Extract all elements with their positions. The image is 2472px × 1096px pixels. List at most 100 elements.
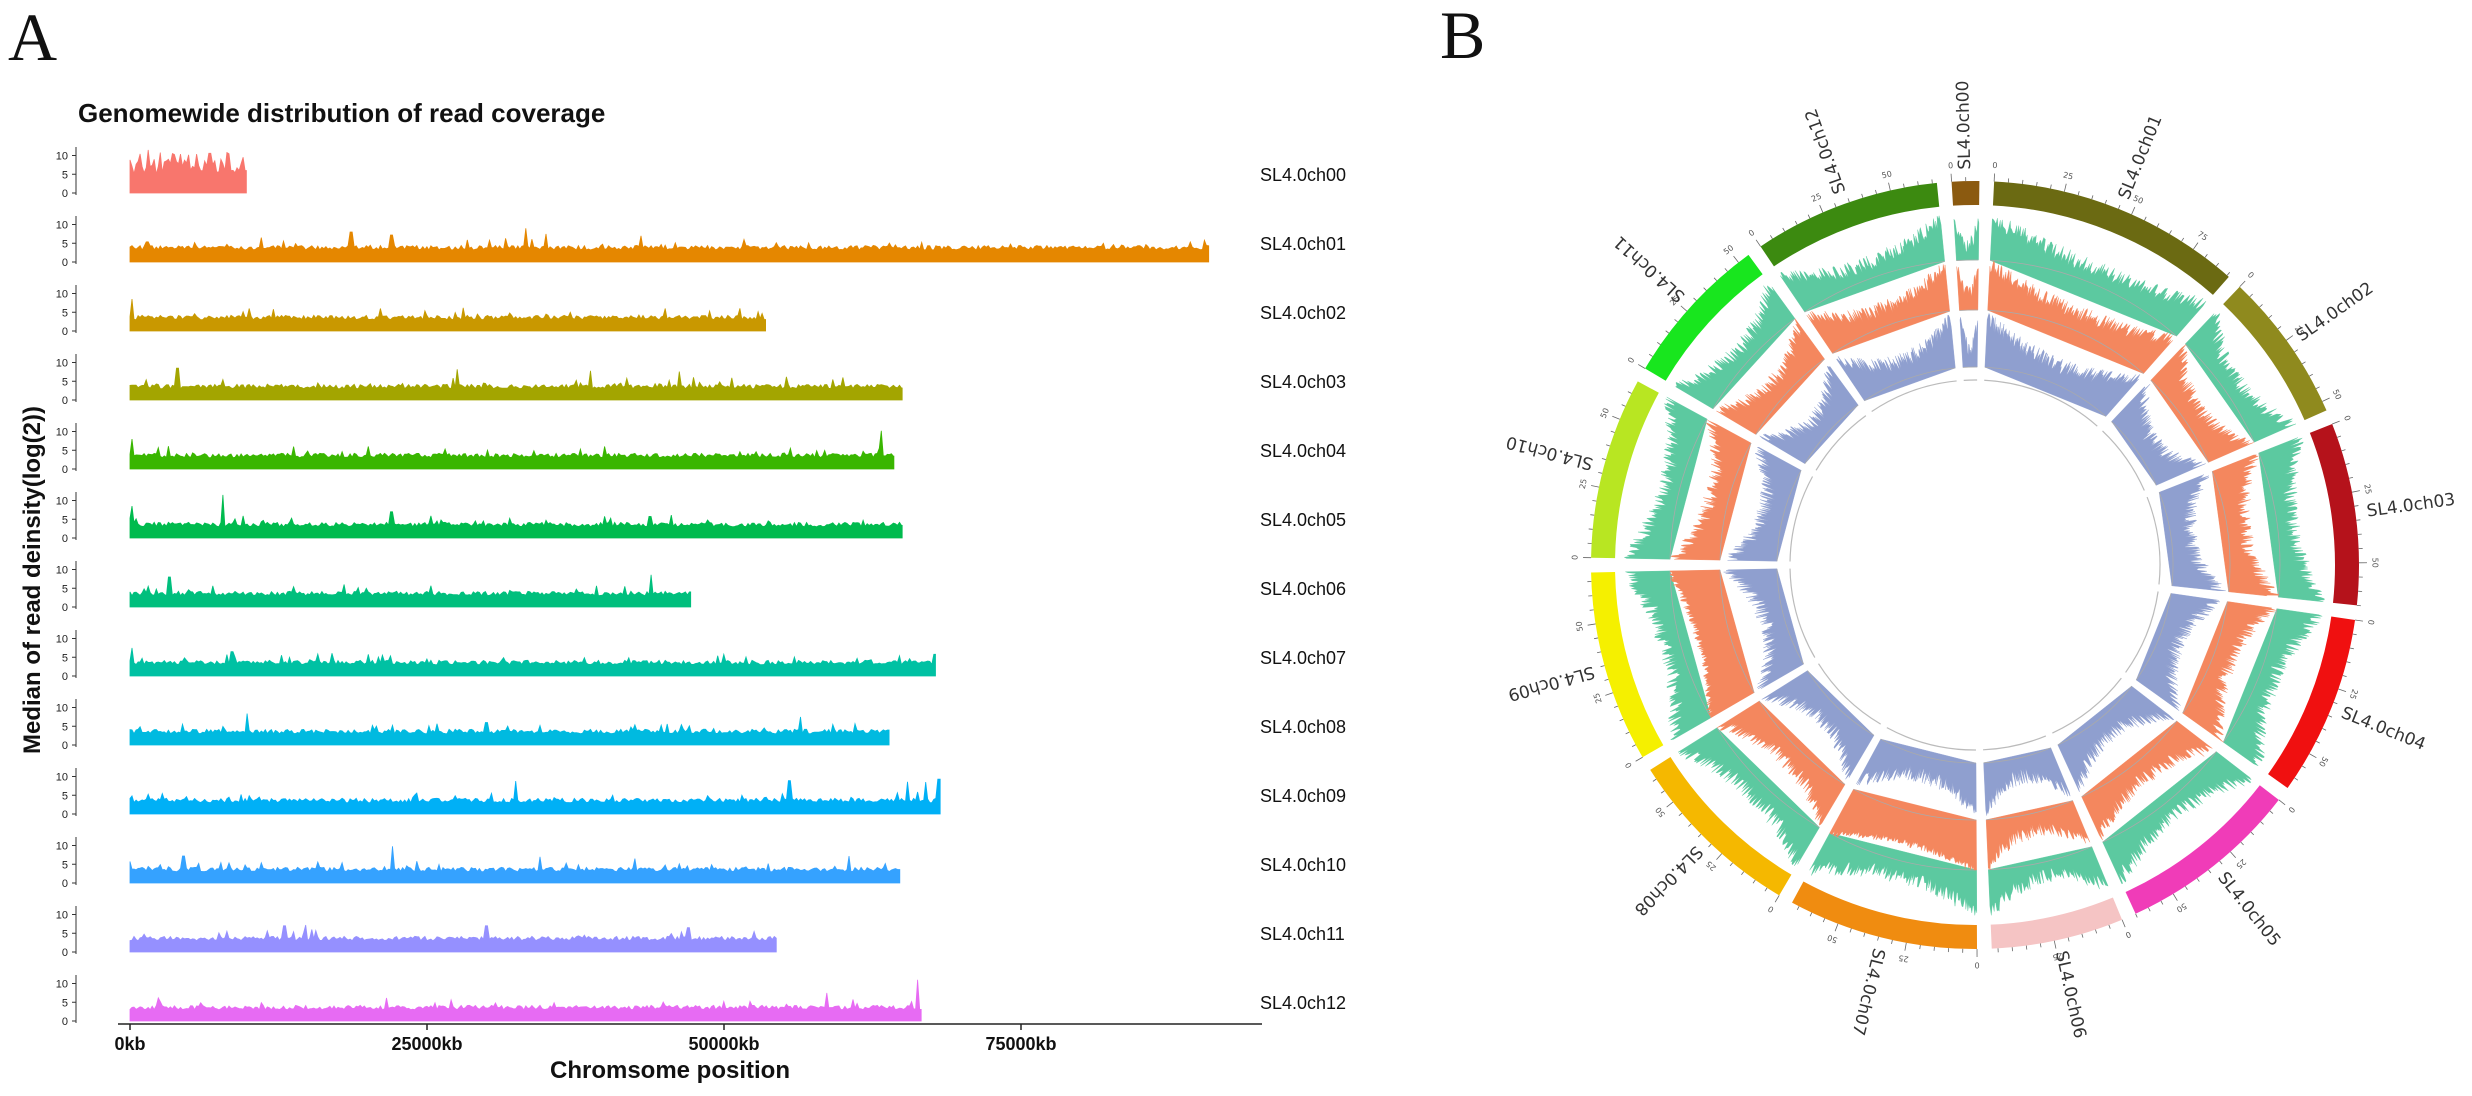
circos-tick-label: 25 xyxy=(1578,478,1589,490)
circos-tick xyxy=(1782,227,1786,232)
circos-tick xyxy=(2219,860,2223,865)
track-baseline xyxy=(1719,442,1752,561)
circos-chr-label: SL4.0ch00 xyxy=(1953,80,1975,170)
circos-tick xyxy=(1877,936,1879,941)
panel-b-label: B xyxy=(1440,0,1485,73)
x-tick-label: 25000kb xyxy=(391,1034,462,1054)
y-tick-label: 0 xyxy=(62,257,68,269)
density-track xyxy=(1953,218,1980,261)
circos-tick-label: 25 xyxy=(2362,483,2373,495)
circos-chr-label: SL4.0ch08 xyxy=(1630,842,1706,920)
circos-tick xyxy=(1610,430,1615,433)
inner-circle xyxy=(2146,496,2161,585)
circos-chr-SL4.0ch12: 0 25 50 SL4.0ch12 xyxy=(1747,106,1957,413)
chromosome-label: SL4.0ch10 xyxy=(1260,855,1346,875)
circos-tick-label: 50 xyxy=(1881,169,1893,180)
coverage-area xyxy=(129,228,1210,263)
track-baseline xyxy=(1983,747,2051,764)
inner-circle xyxy=(1871,380,1957,413)
track-baseline xyxy=(1669,570,1712,718)
circos-chr-SL4.0ch01: 0 25 50 75 SL4.0ch01 xyxy=(1984,112,2231,427)
circos-tick xyxy=(2091,195,2094,200)
circos-tick-label: 25 xyxy=(2348,688,2360,701)
circos-tick-label: 0 xyxy=(1975,960,1980,969)
circos-tick xyxy=(1660,790,1665,794)
x-axis-ticks: 0kb 25000kb 50000kb 75000kb xyxy=(114,1024,1057,1054)
density-track xyxy=(1984,312,2141,417)
circos-tick xyxy=(2039,943,2042,948)
circos-chr-label: SL4.0ch02 xyxy=(2293,278,2377,346)
y-tick-label: 5 xyxy=(62,445,68,457)
y-tick-label: 0 xyxy=(62,671,68,683)
circos-tick xyxy=(2352,633,2357,636)
circos-chr-label: SL4.0ch11 xyxy=(1610,231,1689,306)
track-SL4.0ch12: 10 5 0 SL4.0ch12 xyxy=(56,975,1346,1028)
circos-tick xyxy=(1834,203,1837,208)
inner-circle xyxy=(2125,591,2159,673)
circos-tick xyxy=(2269,810,2274,814)
circos-tick-label: 50 xyxy=(1599,407,1611,420)
circos-tick xyxy=(2036,181,2038,187)
circos-tick xyxy=(1770,235,1773,239)
circos-tick-label: 50 xyxy=(2317,755,2330,768)
coverage-area xyxy=(129,299,766,332)
circos-tick xyxy=(1612,415,1620,420)
circos-tick xyxy=(1888,182,1891,191)
circos-tick xyxy=(1774,895,1780,903)
circos-tick-label: 25 xyxy=(2234,857,2248,870)
y-tick-label: 10 xyxy=(56,289,68,301)
circos-tick xyxy=(1688,823,1692,827)
y-tick-label: 0 xyxy=(62,326,68,338)
density-track xyxy=(1716,318,1825,435)
density-track xyxy=(2081,720,2213,841)
circos-tick-label: 0 xyxy=(1992,161,1998,170)
track-baseline xyxy=(1669,418,1708,560)
circos-chr-label: SL4.0ch04 xyxy=(2338,703,2428,755)
circos-tick xyxy=(2332,420,2340,425)
chromosome-label: SL4.0ch01 xyxy=(1260,234,1346,254)
chromosome-label: SL4.0ch08 xyxy=(1260,717,1346,737)
panel-a-chart: Genomewide distribution of read coverage… xyxy=(19,98,1346,1084)
chart-title: Genomewide distribution of read coverage xyxy=(78,98,605,128)
circos-tick xyxy=(1809,912,1813,917)
y-tick-label: 0 xyxy=(62,740,68,752)
circos-tick xyxy=(2121,919,2126,928)
ideogram-band xyxy=(1760,182,1940,267)
x-tick-label: 0kb xyxy=(114,1034,145,1054)
circos-tick xyxy=(2160,900,2164,905)
circos-tick-label: 0 xyxy=(2342,414,2352,422)
circos-tick xyxy=(1693,297,1697,301)
coverage-area xyxy=(129,713,890,746)
circos-tick xyxy=(2348,476,2354,479)
y-tick-label: 10 xyxy=(56,634,68,646)
circos-tick xyxy=(1637,364,1646,369)
y-tick-label: 0 xyxy=(62,947,68,959)
circos-tick xyxy=(2230,851,2237,859)
circos-tick xyxy=(2240,841,2244,846)
ideogram-band xyxy=(2125,785,2279,914)
track-SL4.0ch06: 10 5 0 SL4.0ch06 xyxy=(56,561,1346,614)
circos-tick-label: 0 xyxy=(2286,805,2296,815)
inner-circle xyxy=(1815,415,1867,471)
track-baseline xyxy=(1984,366,2107,417)
panel-b-chart: 0 SL4.0ch00 0255075SL4.0ch0102550SL4.0ch02… xyxy=(1504,80,2456,1040)
circos-tick xyxy=(1590,514,1595,516)
circos-tick xyxy=(2148,907,2151,912)
circos-tick xyxy=(1652,778,1657,782)
inner-circle xyxy=(1984,379,2098,427)
density-track xyxy=(2135,593,2220,711)
inner-circle xyxy=(1886,727,1976,751)
density-track xyxy=(1809,832,1977,916)
y-tick-label: 5 xyxy=(62,859,68,871)
track-baseline xyxy=(1719,569,1755,693)
y-tick-label: 0 xyxy=(62,1016,68,1028)
y-tick-label: 10 xyxy=(56,910,68,922)
y-tick-label: 5 xyxy=(62,652,68,664)
circos-tick xyxy=(2294,349,2299,353)
density-track xyxy=(1761,670,1875,780)
circos-plot: 0 SL4.0ch00 0255075SL4.0ch0102550SL4.0ch02… xyxy=(1504,80,2456,1040)
circos-tick xyxy=(2322,397,2330,402)
circos-tick xyxy=(2309,753,2317,759)
